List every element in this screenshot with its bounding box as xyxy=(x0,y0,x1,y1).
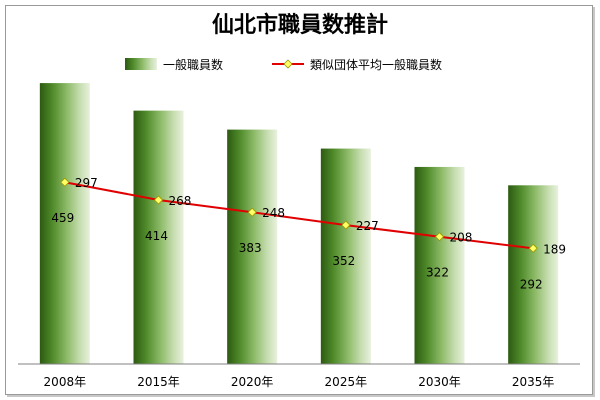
line-point xyxy=(247,207,257,217)
legend-label-bar: 一般職員数 xyxy=(163,57,223,72)
bar xyxy=(508,185,559,364)
x-tick-label: 2008年 xyxy=(44,375,87,389)
x-tick-label: 2030年 xyxy=(418,375,461,389)
legend-label-line: 類似団体平均一般職員数 xyxy=(310,57,442,72)
bar-value-label: 322 xyxy=(426,266,449,280)
line-value-label: 189 xyxy=(543,242,566,256)
line-value-label: 227 xyxy=(356,219,379,233)
line-value-label: 208 xyxy=(450,231,473,245)
line-point xyxy=(341,220,351,230)
bar xyxy=(39,83,90,364)
bar-value-label: 414 xyxy=(145,229,168,243)
line-value-label: 268 xyxy=(169,194,192,208)
x-tick-label: 2035年 xyxy=(512,375,555,389)
bar-value-label: 352 xyxy=(332,254,355,268)
bar-value-label: 383 xyxy=(239,241,262,255)
x-axis: 2008年 2015年 2020年 2025年 2030年 2035年 xyxy=(18,363,580,389)
chart-title: 仙北市職員数推計 xyxy=(212,12,388,38)
line-point xyxy=(60,177,70,187)
bar-value-label: 292 xyxy=(520,277,543,291)
x-tick-label: 2025年 xyxy=(325,375,368,389)
bar xyxy=(227,129,278,364)
line-point xyxy=(153,195,164,205)
chart-legend: 一般職員数 類似団体平均一般職員数 xyxy=(125,57,442,72)
legend-marker-line xyxy=(283,59,293,69)
bar-value-label: 459 xyxy=(51,211,74,225)
plot-area: 459 414 383 352 322 292 297 268 248 227 208 189 xyxy=(39,83,566,364)
line-point xyxy=(434,232,445,242)
line-point xyxy=(528,243,538,253)
x-tick-label: 2015年 xyxy=(137,375,180,389)
bar xyxy=(133,110,184,364)
line-series xyxy=(64,181,534,250)
line-value-label: 248 xyxy=(262,206,285,220)
bar xyxy=(320,148,371,364)
x-tick-label: 2020年 xyxy=(231,375,274,389)
legend-swatch-bar xyxy=(125,58,157,70)
line-value-label: 297 xyxy=(75,176,98,190)
bar xyxy=(414,166,465,364)
chart-frame xyxy=(5,5,593,395)
